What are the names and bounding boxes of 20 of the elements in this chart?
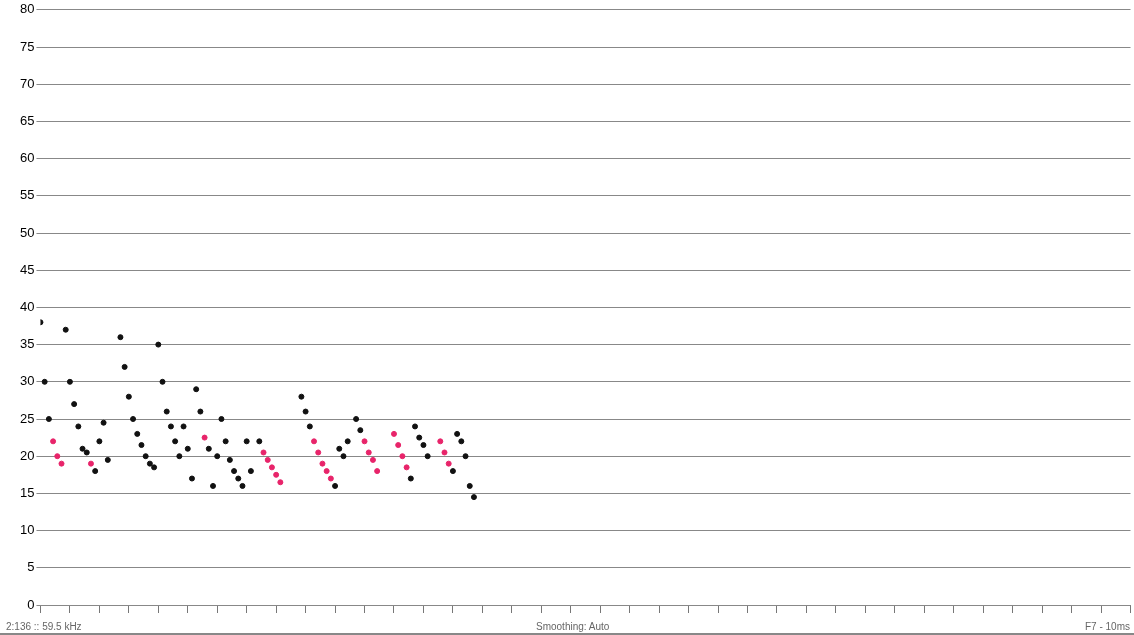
y-tick-label: 5 — [27, 559, 35, 575]
y-tick-label: 10 — [19, 522, 35, 538]
y-tick-label: 50 — [19, 224, 35, 240]
y-tick-label: 30 — [19, 373, 35, 389]
y-tick-label: 15 — [19, 484, 35, 500]
y-tick-label: 70 — [19, 75, 35, 91]
y-tick-label: 35 — [19, 336, 35, 352]
y-tick-label: 80 — [19, 1, 35, 17]
y-tick-label: 25 — [19, 410, 35, 426]
y-tick-label: 20 — [19, 447, 35, 463]
y-tick-label: 0 — [27, 596, 35, 612]
y-tick-label: 40 — [19, 298, 35, 314]
text: 2:136 :: 59.5 kHz — [6, 620, 82, 632]
y-tick-label: 65 — [19, 112, 35, 128]
text: F7 - 10ms — [1084, 620, 1130, 632]
y-tick-label: 60 — [19, 150, 35, 166]
text: Smoothing: Auto — [536, 620, 610, 632]
y-tick-label: 45 — [19, 261, 35, 277]
y-tick-label: 75 — [19, 38, 35, 54]
y-tick-label: 55 — [19, 187, 35, 203]
